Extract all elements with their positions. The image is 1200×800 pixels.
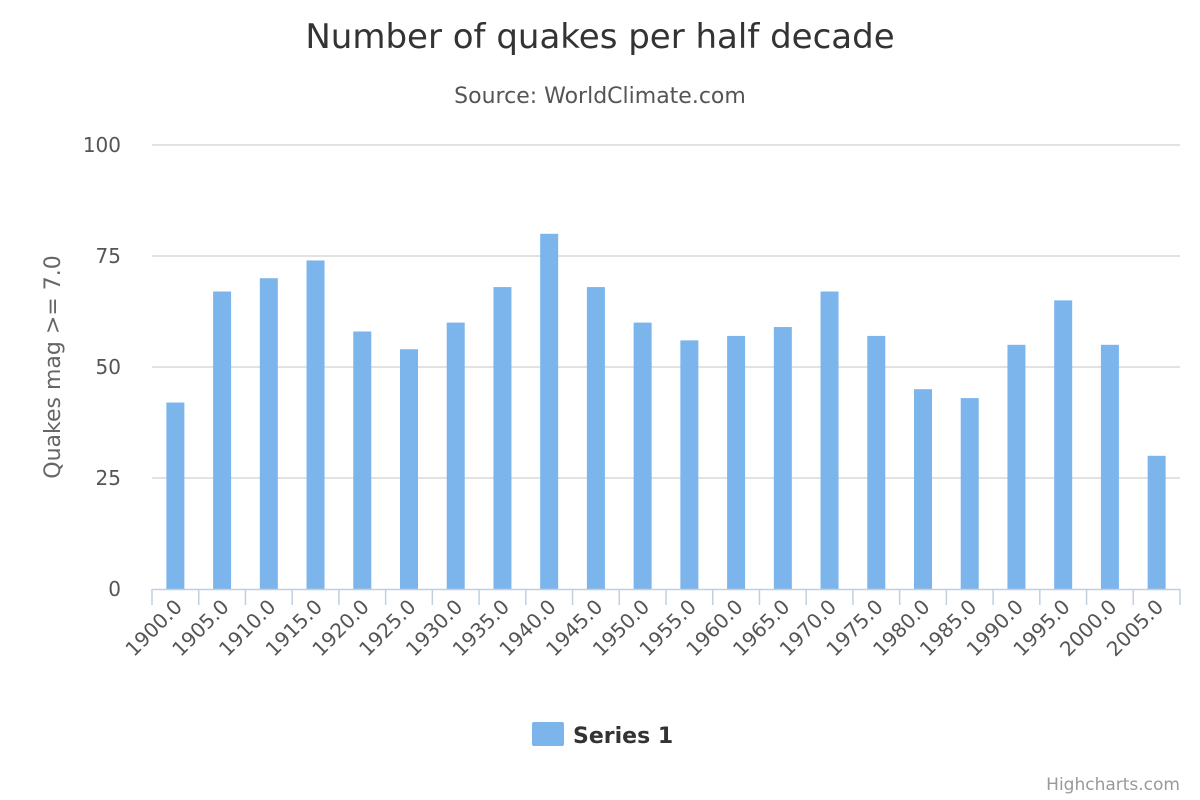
chart-subtitle: Source: WorldClimate.com [454, 84, 746, 109]
bar-1990-0[interactable] [1007, 344, 1026, 589]
bar-1975-0[interactable] [867, 335, 886, 589]
bar-1985-0[interactable] [960, 398, 979, 589]
bar-1960-0[interactable] [727, 335, 746, 589]
y-tick-label: 0 [108, 577, 121, 601]
bar-1955-0[interactable] [680, 340, 699, 589]
y-axis-ticks: 0 25 50 75 100 [83, 133, 121, 601]
bar-1950-0[interactable] [633, 322, 652, 589]
bar-1910-0[interactable] [259, 278, 278, 589]
bar-1940-0[interactable] [540, 233, 559, 590]
y-tick-label: 75 [96, 244, 121, 268]
y-tick-label: 25 [96, 466, 121, 490]
bar-1915-0[interactable] [306, 260, 325, 589]
y-axis-title: Quakes mag >= 7.0 [41, 255, 66, 478]
legend[interactable]: Series 1 [532, 722, 673, 749]
x-axis-ticks: 1900.01905.01910.01915.01920.01925.01930… [120, 595, 1168, 661]
bar-1965-0[interactable] [773, 327, 792, 589]
bar-1945-0[interactable] [586, 287, 605, 589]
chart-title: Number of quakes per half decade [305, 17, 894, 57]
y-tick-label: 100 [83, 133, 121, 157]
bar-1995-0[interactable] [1054, 300, 1073, 589]
bar-1980-0[interactable] [914, 389, 932, 589]
bar-series [166, 233, 1166, 590]
x-axis [151, 588, 1181, 605]
bar-1900-0[interactable] [166, 402, 185, 589]
bar-1930-0[interactable] [446, 322, 465, 589]
bar-1920-0[interactable] [353, 331, 372, 589]
y-tick-label: 50 [96, 355, 121, 379]
bar-1970-0[interactable] [820, 291, 839, 589]
bar-2000-0[interactable] [1100, 344, 1119, 589]
grid-lines [152, 144, 1180, 479]
bar-2005-0[interactable] [1147, 455, 1166, 589]
bar-1925-0[interactable] [400, 349, 418, 589]
bar-1905-0[interactable] [213, 291, 232, 589]
legend-swatch-series-1[interactable] [532, 722, 564, 746]
bar-1935-0[interactable] [493, 287, 512, 589]
legend-label-series-1[interactable]: Series 1 [573, 724, 673, 749]
credits-link[interactable]: Highcharts.com [1046, 775, 1180, 795]
